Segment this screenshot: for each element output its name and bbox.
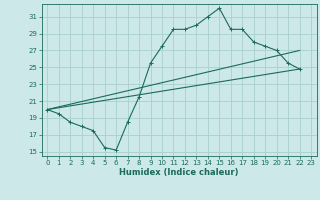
X-axis label: Humidex (Indice chaleur): Humidex (Indice chaleur) [119,168,239,177]
